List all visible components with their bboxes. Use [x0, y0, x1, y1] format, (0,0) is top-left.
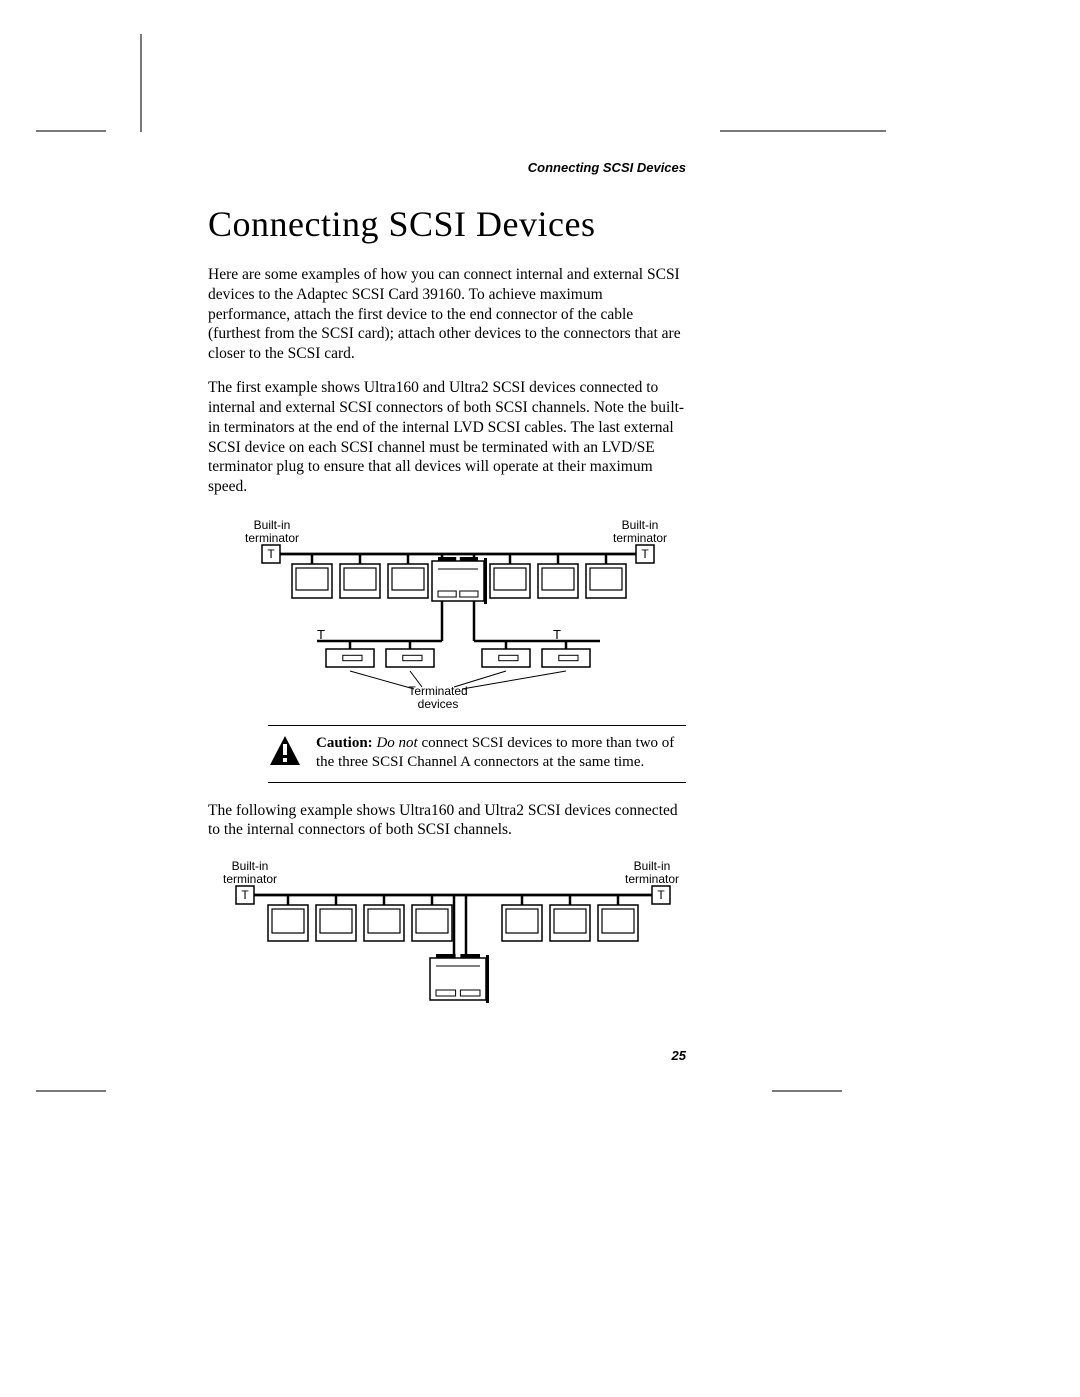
caution-icon: [268, 734, 302, 768]
paragraph-3: The following example shows Ultra160 and…: [208, 801, 686, 841]
diagram-1: Built-interminatorBuilt-interminatorTTTT…: [222, 511, 672, 711]
crop-mark: [36, 130, 106, 132]
page-title: Connecting SCSI Devices: [208, 203, 686, 245]
crop-mark: [36, 1090, 106, 1092]
crop-mark: [140, 34, 142, 132]
svg-text:T: T: [657, 888, 665, 902]
svg-text:terminator: terminator: [613, 531, 667, 545]
svg-text:Built-in: Built-in: [254, 518, 291, 532]
svg-text:T: T: [241, 888, 249, 902]
caution-label: Caution:: [316, 735, 373, 751]
crop-mark: [720, 130, 886, 132]
svg-text:terminator: terminator: [245, 531, 299, 545]
svg-text:terminator: terminator: [625, 872, 679, 886]
caution-callout: Caution: Do not connect SCSI devices to …: [268, 725, 686, 783]
page-number: 25: [208, 1048, 686, 1063]
crop-mark: [772, 1090, 842, 1092]
svg-text:T: T: [641, 547, 649, 561]
paragraph-2: The first example shows Ultra160 and Ult…: [208, 378, 686, 497]
paragraph-1: Here are some examples of how you can co…: [208, 265, 686, 364]
content-area: Connecting SCSI Devices Connecting SCSI …: [208, 160, 686, 1063]
svg-text:Built-in: Built-in: [634, 859, 671, 873]
svg-text:T: T: [317, 627, 325, 642]
page: Connecting SCSI Devices Connecting SCSI …: [0, 0, 1080, 1397]
svg-text:T: T: [553, 627, 561, 642]
diagram-2: Built-interminatorBuilt-interminatorTT: [212, 854, 682, 1024]
svg-text:Built-in: Built-in: [232, 859, 269, 873]
svg-text:devices: devices: [418, 697, 459, 711]
svg-text:T: T: [267, 547, 275, 561]
svg-text:terminator: terminator: [223, 872, 277, 886]
svg-text:Built-in: Built-in: [622, 518, 659, 532]
running-head: Connecting SCSI Devices: [208, 160, 686, 175]
svg-text:Terminated: Terminated: [408, 684, 467, 698]
caution-text: Caution: Do not connect SCSI devices to …: [316, 734, 686, 772]
caution-em: Do not: [376, 735, 417, 751]
